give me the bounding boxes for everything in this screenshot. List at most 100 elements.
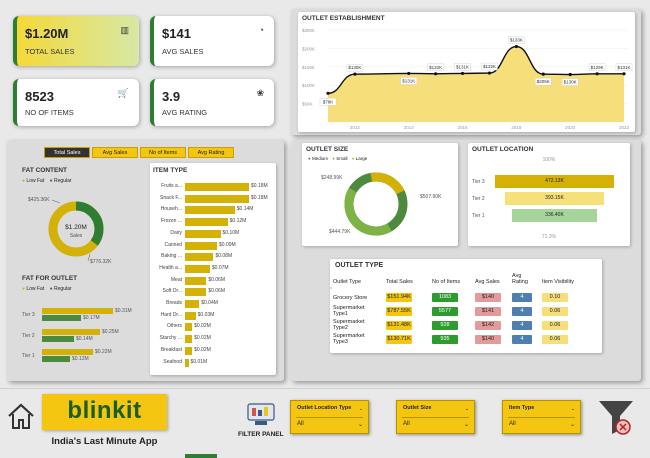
cell: 0.06 xyxy=(542,320,568,330)
data-point xyxy=(541,72,545,76)
outlet-type-table: Outlet Type Total Sales No of Items Avg … xyxy=(330,272,589,346)
data-label-box xyxy=(535,77,552,86)
chevron-down-icon: ⌄ xyxy=(464,406,469,412)
item-type-value: $0.07M xyxy=(211,264,229,271)
funnel-bar-tier2: 393.15K xyxy=(505,192,604,205)
data-label-box xyxy=(561,78,579,86)
tier-label: Tier 1 xyxy=(472,213,485,219)
size-medium-label: $507.90K xyxy=(420,194,442,200)
brand-logo: blinkit xyxy=(42,394,167,430)
x-tick-label: 2012 xyxy=(350,125,361,130)
data-point xyxy=(595,72,599,76)
clear-filter-icon[interactable] xyxy=(597,398,637,438)
item-type-bar xyxy=(185,218,228,227)
kpi-value: 8523 xyxy=(25,89,54,104)
item-type-row: Others $0.02M xyxy=(150,322,276,332)
item-type-row: Baking ... $0.08M xyxy=(150,252,276,262)
item-type-label: Seafood xyxy=(163,358,182,365)
item-type-label: Soft Dr... xyxy=(162,288,182,295)
chevron-down-icon: ⌄ xyxy=(569,422,575,428)
item-type-value: $0.18M xyxy=(251,194,268,201)
funnel-bar-tier3: 472.13K xyxy=(495,175,614,188)
cell: Supermarket Type3 xyxy=(333,333,365,345)
item-type-label: Canned xyxy=(164,241,182,248)
cell: $140 xyxy=(475,334,501,344)
cell: 0.10 xyxy=(542,293,568,302)
col-header: Total Sales xyxy=(386,279,413,285)
home-icon[interactable] xyxy=(6,401,36,431)
slicer-item-type[interactable]: Item Type ⌄ All ⌄ xyxy=(502,400,581,434)
item-type-bar xyxy=(185,229,221,238)
table-header: Outlet Type Total Sales No of Items Avg … xyxy=(330,272,589,286)
kpi-label: AVG RATING xyxy=(162,108,208,117)
item-type-value: $0.18M xyxy=(251,183,268,189)
kpi-avg-rating: 3.9 AVG RATING ❀ xyxy=(150,79,274,126)
kpi-total-sales: $1.20M TOTAL SALES ▥ xyxy=(13,16,139,66)
tab-avg-rating[interactable]: Avg Rating xyxy=(188,147,234,158)
fat-content-donut xyxy=(48,199,104,262)
kpi-label: AVG SALES xyxy=(162,47,204,56)
cell: $787.55K xyxy=(386,306,412,316)
item-type-row: Canned $0.09M xyxy=(150,241,276,251)
cell: 4 xyxy=(512,293,532,302)
table-row: Supermarket Type1 $787.55K 5577 $141 4 0… xyxy=(330,304,589,318)
item-type-bar xyxy=(185,323,193,332)
bar-value: $0.31M xyxy=(115,308,132,314)
item-type-label: Snack F... xyxy=(160,194,182,201)
item-type-row: Hard Dr... $0.03M xyxy=(150,311,276,321)
data-label: $205K xyxy=(537,79,550,84)
size-small-label: $444.79K xyxy=(329,229,351,235)
cell: Supermarket Type2 xyxy=(333,319,365,331)
data-label-box xyxy=(588,63,606,71)
data-label: $131K xyxy=(617,65,630,70)
item-type-label: Fruits a... xyxy=(161,183,182,189)
item-type-value: $0.04M xyxy=(201,300,218,306)
filter-panel-icon[interactable] xyxy=(246,402,276,428)
brand-tagline: India's Last Minute App xyxy=(51,436,158,447)
tab-total-sales[interactable]: Total Sales xyxy=(44,147,90,158)
cell: 1083 xyxy=(432,293,458,302)
fat-outlet-title: FAT FOR OUTLET xyxy=(22,275,78,282)
item-type-row: Snack F... $0.18M xyxy=(150,194,276,204)
item-type-row: Seafood $0.01M xyxy=(150,358,276,368)
data-point xyxy=(460,71,465,76)
page-indicator xyxy=(185,454,217,458)
data-label-box xyxy=(615,63,633,71)
fat-donut-center: $1.20M xyxy=(65,224,87,231)
fat-outlet-legend: ● Low Fat ● Regular xyxy=(22,286,72,292)
tab-no-of-items[interactable]: No of Items xyxy=(140,147,186,158)
data-label-box xyxy=(427,63,444,71)
kpi-value: $141 xyxy=(162,26,191,41)
x-tick-label: 2014 xyxy=(404,125,415,130)
item-type-card: ITEM TYPE Fruits a... $0.18M Snack F... $0.… xyxy=(150,163,276,375)
item-type-bar xyxy=(185,311,196,320)
outlet-establishment-card: OUTLET ESTABLISHMENT $250K $200K $150K $100… xyxy=(298,12,635,132)
cell: $140 xyxy=(475,293,501,302)
tier-label: Tier 3 xyxy=(22,312,35,318)
fat-donut-center-label: Sales xyxy=(69,233,83,239)
item-type-bar xyxy=(185,206,235,215)
item-type-row: Dairy $0.10M xyxy=(150,229,276,239)
item-type-bar xyxy=(185,183,249,191)
bar-value: $0.25M xyxy=(102,329,119,335)
item-type-bar xyxy=(185,288,207,297)
brand-name: blinkit xyxy=(67,397,142,424)
outlet-size-card: OUTLET SIZE ● Medium ● Small ● Large $24… xyxy=(302,143,458,246)
item-type-label: Health a... xyxy=(159,264,182,271)
slicer-outlet-size[interactable]: Outlet Size ⌄ All ⌄ xyxy=(396,400,475,434)
y-tick-label: $250K xyxy=(302,28,315,33)
slicer-outlet-location-type[interactable]: Outlet Location Type ⌄ All ⌄ xyxy=(290,400,369,434)
item-type-label: Frozen ... xyxy=(160,218,182,225)
bar-regular xyxy=(42,315,81,321)
bar-chart-icon: ▥ xyxy=(120,25,129,35)
item-type-label: Meat xyxy=(170,276,182,283)
item-type-value: $0.08M xyxy=(215,253,233,260)
item-type-value: $0.10M xyxy=(222,229,240,236)
item-type-label: Dairy xyxy=(170,229,182,236)
tab-avg-sales[interactable]: Avg Sales xyxy=(92,147,138,158)
bar-regular xyxy=(42,356,70,362)
data-label-box xyxy=(346,63,364,72)
item-type-bar xyxy=(185,300,200,308)
item-type-value: $0.06M xyxy=(208,276,226,283)
data-label: $130K xyxy=(348,65,361,70)
